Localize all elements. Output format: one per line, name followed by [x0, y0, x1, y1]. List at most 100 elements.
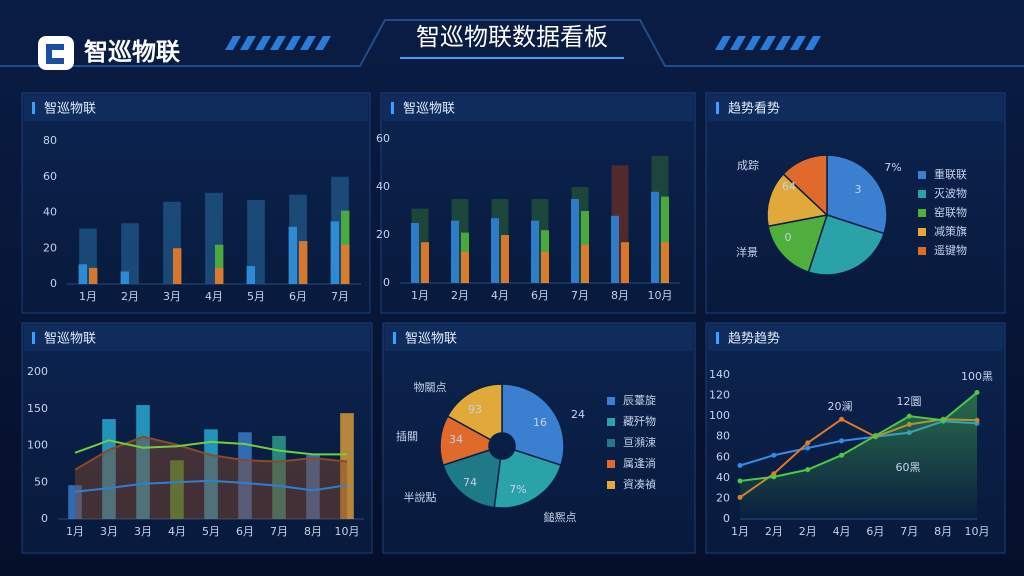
x-tick-label: 10月 — [965, 525, 990, 538]
panel-title-bar — [383, 95, 693, 121]
bar — [501, 235, 509, 283]
pie-slice — [807, 214, 886, 276]
bar — [661, 242, 669, 283]
pie-slice — [767, 214, 829, 274]
point — [805, 445, 811, 451]
legend-swatch — [607, 481, 615, 489]
x-tick-label: 2月 — [765, 525, 783, 538]
legend-swatch — [918, 190, 926, 198]
panel-title-marker — [716, 332, 719, 344]
panel-title-bar — [24, 95, 368, 121]
x-tick-label: 7月 — [900, 525, 918, 538]
x-tick-label: 4月 — [205, 290, 223, 303]
x-tick-label: 1月 — [79, 290, 97, 303]
y-tick-label: 80 — [43, 134, 57, 147]
y-tick-label: 40 — [376, 180, 390, 193]
bar — [461, 251, 469, 283]
header-stripes — [225, 36, 821, 50]
bar — [246, 266, 255, 284]
point — [906, 413, 912, 419]
point — [839, 416, 845, 422]
y-tick-label: 20 — [43, 241, 57, 254]
legend-label: 資凑禎 — [623, 477, 656, 491]
pie-slice — [826, 154, 888, 235]
point — [974, 389, 980, 395]
point — [839, 438, 845, 444]
panel-title-bar — [708, 325, 1003, 351]
bar — [120, 271, 129, 284]
annotation: 7% — [509, 483, 526, 496]
bar — [661, 196, 669, 283]
bar — [68, 485, 82, 519]
x-tick-label: 6月 — [531, 289, 549, 302]
y-tick-label: 40 — [716, 471, 730, 484]
panel-title: 趋势趋势 — [728, 331, 780, 347]
x-tick-label: 7月 — [270, 525, 288, 538]
line — [74, 435, 348, 471]
bar — [272, 435, 286, 519]
panel-title: 智巡物联 — [44, 102, 96, 117]
panel-title-marker — [391, 102, 394, 114]
page-title: 智巡物联数据看板 — [416, 23, 608, 51]
legend-label: 窑联物 — [934, 205, 967, 219]
x-tick-label: 3月 — [100, 525, 118, 538]
bar — [306, 455, 320, 519]
panel-title-bar — [708, 95, 1003, 121]
annotation: 24 — [571, 408, 585, 421]
annotation: 20澜 — [828, 399, 853, 413]
header-frame — [0, 19, 1024, 67]
x-tick-label: 4月 — [168, 525, 186, 538]
y-tick-label: 100 — [27, 439, 48, 452]
legend-swatch — [607, 439, 615, 447]
panel-title-marker — [716, 102, 719, 114]
bar — [651, 191, 659, 283]
panel-title: 智巡物联 — [405, 332, 457, 347]
x-tick-label: 5月 — [202, 525, 220, 538]
bar — [451, 220, 459, 283]
legend-swatch — [607, 418, 615, 426]
x-tick-label: 6月 — [289, 290, 307, 303]
legend-label: 灭波物 — [934, 186, 967, 200]
x-tick-label: 6月 — [236, 525, 254, 538]
y-tick-label: 0 — [383, 276, 390, 289]
legend-label: 属逢淌 — [623, 457, 656, 470]
area — [740, 392, 977, 519]
y-tick-label: 200 — [27, 365, 48, 378]
bar — [78, 264, 87, 284]
bar — [288, 226, 297, 284]
x-tick-label: 2月 — [451, 289, 469, 302]
legend-label: 重联联 — [934, 167, 967, 181]
bar — [341, 244, 350, 284]
point — [805, 467, 811, 473]
y-tick-label: 0 — [50, 277, 57, 290]
y-tick-label: 20 — [716, 491, 730, 504]
pie-slice — [442, 449, 502, 509]
bar — [531, 220, 539, 283]
bar — [421, 242, 429, 283]
bar — [411, 223, 419, 283]
panel-title: 智巡物联 — [44, 332, 96, 347]
panel-title: 趋势看势 — [728, 101, 780, 117]
panel-title: 智巡物联 — [403, 102, 455, 117]
legend-swatch — [918, 247, 926, 255]
bar — [136, 405, 150, 519]
bar — [611, 215, 619, 283]
x-tick-label: 4月 — [491, 289, 509, 302]
y-tick-label: 60 — [716, 450, 730, 463]
y-tick-label: 20 — [376, 228, 390, 241]
bar — [238, 432, 252, 519]
x-tick-label: 10月 — [648, 289, 673, 302]
area — [75, 436, 347, 519]
y-tick-label: 40 — [43, 206, 57, 219]
panel-title-marker — [32, 102, 35, 114]
annotation: 3 — [855, 183, 862, 196]
x-tick-label: 8月 — [304, 525, 322, 538]
line — [739, 391, 978, 482]
logo-icon — [38, 36, 74, 70]
panel-title-bar — [24, 325, 370, 351]
logo-text: 智巡物联 — [84, 38, 180, 66]
panel-title-marker — [32, 332, 35, 344]
annotation: 鎚熈点 — [544, 510, 577, 524]
x-tick-label: 2月 — [121, 290, 139, 303]
